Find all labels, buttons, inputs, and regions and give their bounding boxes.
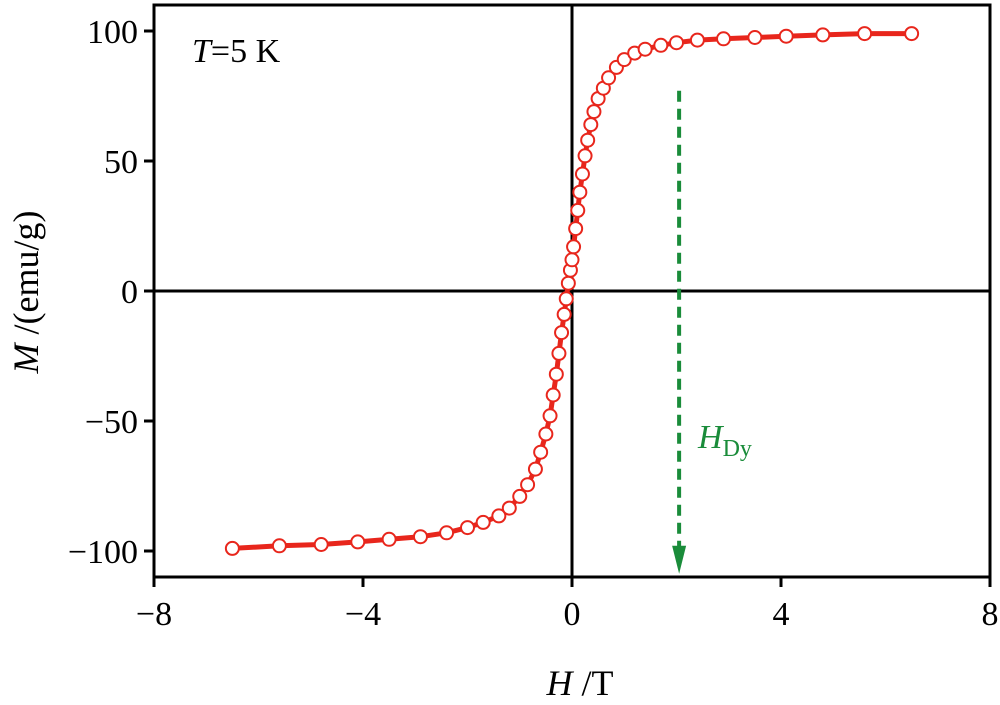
data-point [545,387,561,403]
h-dy-marker [672,90,687,574]
data-point [491,508,507,524]
x-tick-label: 0 [564,596,581,633]
data-point [271,538,287,554]
data-points [224,26,920,556]
data-point [548,366,564,382]
data-point [564,252,580,268]
x-tick-label: −8 [136,596,172,633]
data-point [381,531,397,547]
data-point [558,291,574,307]
x-tick-label: 4 [773,596,790,633]
data-point [580,132,596,148]
y-ticks: −100 −50 0 50 100 [68,14,154,571]
data-point [527,461,543,477]
data-point [350,534,366,550]
data-point [616,52,632,68]
data-point [747,30,763,45]
y-tick-label: −100 [68,534,138,571]
y-tick-label: 0 [121,274,138,311]
x-axis-title: H /T [546,663,614,703]
zero-lines [154,5,990,577]
data-point [716,31,732,47]
data-point [689,32,705,48]
data-point [637,41,653,57]
h-dy-arrowhead [672,545,687,574]
data-point [577,148,593,164]
data-point [601,70,617,86]
data-point [554,325,570,341]
data-point [412,529,428,545]
data-point [815,27,831,43]
data-point [586,104,602,120]
x-tick-label: 8 [982,596,999,633]
data-point [556,306,572,322]
data-point [574,166,590,182]
data-point [568,221,584,237]
data-point [572,184,588,200]
x-ticks: −8 −4 0 4 8 [136,577,999,633]
data-point [857,26,873,42]
data-point [904,26,920,42]
x-tick-label: −4 [345,596,381,633]
data-point [313,537,329,552]
data-point [551,345,567,361]
data-point [501,500,517,516]
y-tick-label: 50 [104,144,138,181]
y-tick-label: −50 [85,404,138,441]
data-point [224,540,240,556]
data-point [533,444,549,460]
data-point [560,275,576,291]
temperature-annotation: T=5 K [192,33,281,70]
data-point [669,35,684,51]
data-point [653,37,669,53]
data-point [475,514,491,530]
y-tick-label: 100 [87,14,138,51]
y-axis-title: M /(emu/g) [6,211,46,375]
data-point [538,426,554,442]
data-point [542,408,558,424]
data-point [583,117,599,133]
data-point [778,28,794,44]
data-point [570,202,586,218]
data-point [460,520,475,536]
data-point [439,525,455,541]
data-point [520,477,536,493]
data-point [566,239,582,255]
data-point [512,488,528,504]
h-dy-label: HDy [697,419,752,462]
